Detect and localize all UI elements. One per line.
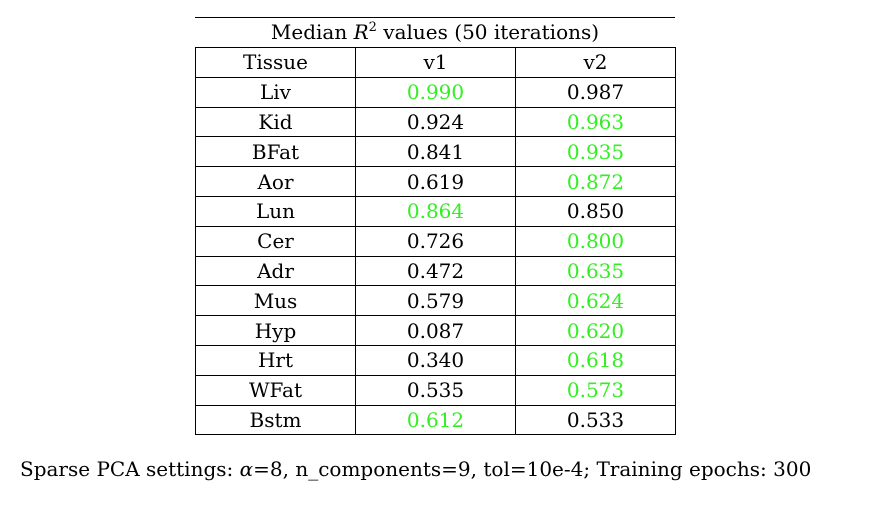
tissue-cell: Mus	[195, 285, 356, 317]
tissue-cell: Adr	[195, 255, 356, 287]
table-row: Aor 0.619 0.872	[195, 166, 676, 197]
v2-cell: 0.963	[515, 106, 676, 138]
footnote-suffix: =8, n_components=9, tol=10e-4; Training …	[253, 457, 812, 481]
header-v1: v1	[355, 47, 516, 78]
v1-cell: 0.990	[355, 76, 516, 108]
v2-cell: 0.935	[515, 136, 676, 168]
v1-cell: 0.087	[355, 315, 516, 346]
v1-cell: 0.841	[355, 136, 516, 168]
table-row: Hrt 0.340 0.618	[195, 344, 676, 376]
table-row: Cer 0.726 0.800	[195, 225, 676, 257]
v2-cell: 0.573	[515, 374, 676, 406]
caption-prefix: Median	[270, 20, 354, 44]
tissue-cell: Aor	[195, 166, 356, 197]
v2-cell: 0.635	[515, 255, 676, 287]
table-row: Bstm 0.612 0.533	[195, 404, 676, 436]
caption-symbol: R	[353, 20, 369, 44]
footnote-prefix: Sparse PCA settings:	[20, 457, 240, 481]
caption-exponent: 2	[368, 20, 377, 35]
tissue-cell: Cer	[195, 225, 356, 257]
v1-cell: 0.726	[355, 225, 516, 257]
tissue-cell: Liv	[195, 76, 356, 108]
v2-cell: 0.624	[515, 285, 676, 317]
results-table: Tissue v1 v2 Liv 0.990 0.987 Kid 0.924 0.963 B…	[195, 47, 676, 436]
tissue-cell: Kid	[195, 106, 356, 138]
tissue-cell: Hyp	[195, 315, 356, 346]
v1-cell: 0.612	[355, 404, 516, 436]
v2-cell: 0.618	[515, 344, 676, 376]
v1-cell: 0.535	[355, 374, 516, 406]
table-body: Liv 0.990 0.987 Kid 0.924 0.963 BFat 0.841 0.935…	[195, 76, 676, 436]
header-v2: v2	[515, 47, 676, 78]
table-caption: Median R2 values (50 iterations)	[195, 17, 675, 47]
v2-cell: 0.800	[515, 225, 676, 257]
table-row: Lun 0.864 0.850	[195, 195, 676, 227]
settings-footnote: Sparse PCA settings: α=8, n_components=9…	[20, 457, 811, 481]
table-row: BFat 0.841 0.935	[195, 136, 676, 168]
table-row: WFat 0.535 0.573	[195, 374, 676, 406]
table-row: Adr 0.472 0.635	[195, 255, 676, 287]
v1-cell: 0.579	[355, 285, 516, 317]
header-row: Tissue v1 v2	[195, 47, 676, 78]
tissue-cell: Lun	[195, 195, 356, 227]
v1-cell: 0.619	[355, 166, 516, 197]
v2-cell: 0.850	[515, 195, 676, 227]
table-row: Liv 0.990 0.987	[195, 76, 676, 108]
results-table-container: Median R2 values (50 iterations) Tissue …	[195, 17, 676, 436]
table-row: Kid 0.924 0.963	[195, 106, 676, 138]
tissue-cell: BFat	[195, 136, 356, 168]
v2-cell: 0.872	[515, 166, 676, 197]
v1-cell: 0.340	[355, 344, 516, 376]
v1-cell: 0.924	[355, 106, 516, 138]
v2-cell: 0.533	[515, 404, 676, 436]
caption-suffix: values (50 iterations)	[376, 20, 600, 44]
tissue-cell: WFat	[195, 374, 356, 406]
v1-cell: 0.472	[355, 255, 516, 287]
header-tissue: Tissue	[195, 47, 356, 78]
v1-cell: 0.864	[355, 195, 516, 227]
v2-cell: 0.987	[515, 76, 676, 108]
v2-cell: 0.620	[515, 315, 676, 346]
footnote-alpha-symbol: α	[239, 457, 254, 481]
table-row: Hyp 0.087 0.620	[195, 315, 676, 346]
tissue-cell: Bstm	[195, 404, 356, 436]
table-row: Mus 0.579 0.624	[195, 285, 676, 317]
tissue-cell: Hrt	[195, 344, 356, 376]
